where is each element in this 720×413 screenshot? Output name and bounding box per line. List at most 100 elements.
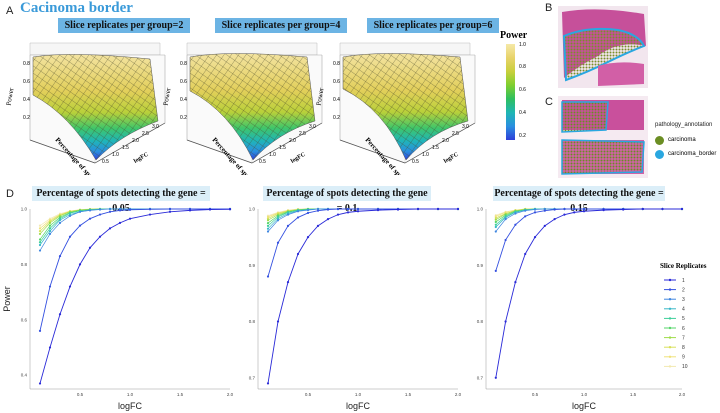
surface-1-x-tick-3: 2.0 bbox=[132, 138, 139, 144]
tissue-image-c bbox=[558, 96, 648, 178]
line-charts: 0.5 1.0 1.5 2.0 0.4 0.6 0.8 1.0 logFC Power 0.5 1.0… bbox=[2, 207, 686, 412]
x-tick-label: 1.5 bbox=[630, 392, 637, 397]
legend-point-3 bbox=[668, 298, 672, 301]
series-point-1 bbox=[661, 207, 664, 211]
series-point-1 bbox=[326, 218, 330, 221]
series-point-9 bbox=[38, 227, 42, 230]
series-point-1 bbox=[88, 246, 92, 249]
y-tick-label: 0.9 bbox=[249, 263, 256, 268]
line-chart-title-2: Percentage of spots detecting the gene =… bbox=[263, 186, 431, 214]
legend-c-label-border: carcinoma_border bbox=[668, 151, 717, 157]
series-point-4 bbox=[494, 225, 497, 229]
tissue-image-b bbox=[558, 6, 648, 88]
series-point-1 bbox=[208, 208, 212, 211]
series-point-7 bbox=[266, 219, 270, 222]
surface-1-x-tick-1: 1.0 bbox=[112, 152, 119, 158]
series-point-1 bbox=[622, 208, 625, 211]
surface-3-z-tick-2: 0.4 bbox=[333, 97, 340, 103]
series-point-6 bbox=[48, 224, 52, 227]
series-point-8 bbox=[38, 230, 42, 233]
surface-plot-2: Power 0.8 0.6 0.4 0.2 Percentage of spot… bbox=[162, 42, 323, 175]
series-point-4 bbox=[504, 216, 507, 219]
series-point-1 bbox=[582, 210, 586, 213]
series-point-1 bbox=[48, 346, 52, 349]
series-line-1 bbox=[39, 208, 231, 384]
series-point-1 bbox=[336, 213, 340, 216]
line-legend-title: Slice Replicates bbox=[660, 262, 707, 270]
series-point-2 bbox=[276, 241, 280, 244]
legend-label-6: 6 bbox=[682, 326, 685, 332]
y-tick-label: 0.8 bbox=[249, 319, 256, 324]
surface-2-z-tick-3: 0.2 bbox=[180, 115, 187, 121]
series-point-1 bbox=[543, 224, 546, 227]
surface-1-x-tick-2: 1.5 bbox=[122, 145, 129, 151]
series-point-3 bbox=[296, 210, 300, 213]
series-point-2 bbox=[346, 207, 350, 211]
surface-plot-1: Power 0.8 0.6 0.4 0.2 Percentage of spot… bbox=[5, 42, 166, 175]
series-point-3 bbox=[504, 218, 507, 221]
series-point-2 bbox=[306, 211, 310, 215]
series-point-2 bbox=[514, 223, 517, 226]
legend-c-swatch-carcinoma bbox=[655, 136, 664, 145]
x-tick-label: 1.5 bbox=[177, 392, 184, 397]
series-point-3 bbox=[88, 209, 92, 212]
x-tick-label: 0.5 bbox=[305, 392, 312, 397]
surface-2-x-label: logFC bbox=[290, 152, 307, 165]
x-axis-label: logFC bbox=[118, 401, 143, 411]
y-tick-label: 0.8 bbox=[21, 262, 28, 267]
series-point-1 bbox=[188, 209, 192, 212]
series-line-3 bbox=[495, 208, 682, 232]
series-line-5 bbox=[39, 208, 230, 243]
legend-label-5: 5 bbox=[682, 316, 685, 322]
series-point-1 bbox=[108, 227, 112, 230]
series-point-4 bbox=[266, 227, 270, 230]
series-point-5 bbox=[494, 223, 497, 226]
series-point-1 bbox=[514, 281, 517, 284]
surface-1-x-tick-5: 3.0 bbox=[152, 124, 159, 130]
legend-point-5 bbox=[668, 317, 672, 320]
series-point-1 bbox=[306, 236, 310, 239]
legend-label-4: 4 bbox=[682, 307, 685, 313]
surface-1-x-tick-0: 0.5 bbox=[102, 159, 109, 165]
colorbar-tick-1: 0.8 bbox=[519, 64, 526, 70]
surface-1-x-label: logFC bbox=[133, 152, 150, 165]
legend-label-10: 10 bbox=[682, 364, 688, 370]
series-point-9 bbox=[494, 215, 497, 218]
series-point-3 bbox=[533, 208, 537, 211]
series-point-9 bbox=[266, 215, 270, 218]
surface-2-x-tick-4: 2.5 bbox=[299, 131, 306, 137]
legend-point-10 bbox=[668, 365, 672, 368]
surface-2-x-tick-2: 1.5 bbox=[279, 145, 286, 151]
series-point-3 bbox=[58, 221, 62, 224]
surface-2-x-tick-3: 2.0 bbox=[289, 138, 296, 144]
series-point-1 bbox=[58, 313, 62, 316]
surface-1-x-tick-4: 2.5 bbox=[142, 131, 149, 137]
series-point-3 bbox=[48, 232, 52, 236]
surface-plots: Power 0.8 0.6 0.4 0.2 Percentage of spot… bbox=[5, 42, 476, 175]
legend-point-1 bbox=[668, 278, 672, 282]
series-point-3 bbox=[266, 230, 270, 233]
surface-2-z-label: Power bbox=[162, 86, 173, 106]
series-point-1 bbox=[296, 252, 300, 256]
panel-letter-a: A bbox=[6, 5, 14, 17]
surface-title-3: Slice replicates per group=6 bbox=[367, 18, 499, 33]
series-point-7 bbox=[48, 221, 52, 224]
surface-3-x-tick-3: 2.0 bbox=[442, 138, 449, 144]
series-line-2 bbox=[39, 208, 230, 331]
series-point-2 bbox=[533, 211, 537, 214]
y-tick-label: 0.7 bbox=[249, 375, 256, 380]
legend-point-6 bbox=[668, 326, 672, 330]
series-point-2 bbox=[148, 208, 152, 211]
legend-label-3: 3 bbox=[682, 297, 685, 303]
surface-3-x-tick-2: 1.5 bbox=[432, 145, 439, 151]
legend-point-9 bbox=[668, 355, 672, 358]
surface-3-x-tick-5: 3.0 bbox=[462, 124, 469, 130]
x-tick-label: 2.0 bbox=[227, 392, 234, 397]
series-point-1 bbox=[276, 320, 280, 323]
surface-3-x-tick-0: 0.5 bbox=[412, 159, 419, 165]
legend-label-1: 1 bbox=[682, 278, 685, 284]
series-point-1 bbox=[680, 207, 684, 211]
series-point-3 bbox=[108, 207, 112, 211]
series-line-3 bbox=[267, 208, 458, 232]
surface-3-z-tick-3: 0.2 bbox=[333, 115, 340, 121]
